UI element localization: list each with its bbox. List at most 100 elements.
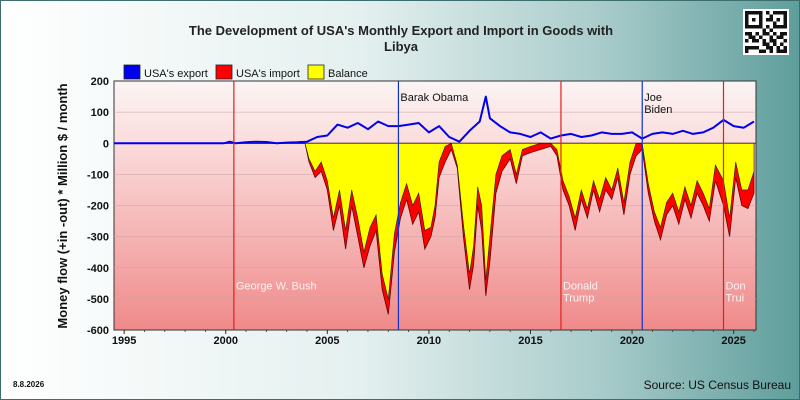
presidency-label: Trui xyxy=(725,293,744,305)
qr-cell xyxy=(783,14,787,18)
qr-cell xyxy=(759,11,763,15)
qr-cell xyxy=(752,25,756,29)
presidency-label: Biden xyxy=(644,104,672,116)
legend-swatch-import xyxy=(215,64,233,80)
qr-cell xyxy=(766,42,770,46)
y-tick-label: -100 xyxy=(87,169,109,181)
qr-cell xyxy=(748,25,752,29)
qr-cell xyxy=(745,25,749,29)
qr-cell xyxy=(769,35,773,39)
y-tick-label: -400 xyxy=(87,263,109,275)
qr-cell xyxy=(762,28,766,32)
qr-cell xyxy=(769,49,773,53)
qr-cell xyxy=(745,49,749,53)
y-axis-label: Money flow (+in -out) * Million $ / mont… xyxy=(55,83,70,328)
legend: USA's export USA's import Balance xyxy=(123,64,368,80)
legend-label-balance: Balance xyxy=(328,68,368,80)
qr-cell xyxy=(780,11,784,15)
qr-cell xyxy=(755,25,759,29)
y-tick-label: -200 xyxy=(87,201,109,213)
series-export-line xyxy=(114,95,755,145)
qr-cell xyxy=(762,39,766,43)
y-tick-label: 200 xyxy=(91,76,109,88)
qr-cell xyxy=(773,25,777,29)
qr-cell xyxy=(745,39,749,43)
qr-cell xyxy=(776,11,780,15)
series-balance-area xyxy=(114,142,755,299)
qr-cell xyxy=(748,11,752,15)
qr-cell xyxy=(752,35,756,39)
presidency-label: Trump xyxy=(563,293,594,305)
series-import-area xyxy=(114,142,755,315)
qr-cell xyxy=(759,14,763,18)
qr-cell xyxy=(776,25,780,29)
presidency-label: Barak Obama xyxy=(400,92,469,104)
x-axis-ticks: 1995 2000 2005 2010 2015 2020 2025 xyxy=(112,330,755,347)
qr-cell xyxy=(748,35,752,39)
x-tick-label: 2000 xyxy=(213,335,237,347)
qr-cell xyxy=(759,21,763,25)
qr-cell xyxy=(776,35,780,39)
qr-cell xyxy=(769,18,773,22)
qr-cell xyxy=(783,39,787,43)
qr-cell xyxy=(752,39,756,43)
presidency-label: George W. Bush xyxy=(236,281,317,293)
qr-cell xyxy=(759,25,763,29)
qr-code-icon xyxy=(743,9,789,55)
qr-cell xyxy=(752,46,756,50)
qr-cell xyxy=(755,39,759,43)
qr-cell xyxy=(780,32,784,36)
qr-cell xyxy=(780,42,784,46)
y-tick-label: -600 xyxy=(87,325,109,337)
data-areas xyxy=(114,95,755,315)
qr-cell xyxy=(773,39,777,43)
qr-cell xyxy=(745,46,749,50)
qr-cell xyxy=(783,49,787,53)
qr-cell xyxy=(759,18,763,22)
qr-cell xyxy=(745,14,749,18)
qr-cell xyxy=(748,32,752,36)
legend-label-import: USA's import xyxy=(236,68,300,80)
y-tick-label: 0 xyxy=(103,138,109,150)
qr-cell xyxy=(776,18,780,22)
source-credit: Source: US Census Bureau xyxy=(644,378,791,392)
qr-cell xyxy=(783,25,787,29)
qr-cell xyxy=(783,21,787,25)
qr-cell xyxy=(766,11,770,15)
qr-cell xyxy=(748,46,752,50)
qr-cell xyxy=(780,35,784,39)
x-tick-label: 2005 xyxy=(315,335,339,347)
qr-cell xyxy=(766,25,770,29)
legend-swatch-balance xyxy=(307,64,325,80)
qr-cell xyxy=(780,25,784,29)
date-stamp: 8.8.2026 xyxy=(13,380,45,389)
x-tick-label: 1995 xyxy=(112,335,136,347)
qr-cell xyxy=(745,11,749,15)
qr-cell xyxy=(773,11,777,15)
x-tick-label: 2025 xyxy=(721,335,745,347)
presidency-label: Donald xyxy=(563,281,598,293)
qr-cell xyxy=(755,32,759,36)
qr-cell xyxy=(783,18,787,22)
y-axis-ticks: 200 100 0 -100 -200 -300 -400 -500 -600 xyxy=(87,76,109,337)
qr-cell xyxy=(745,21,749,25)
qr-cell xyxy=(766,46,770,50)
qr-cell xyxy=(762,42,766,46)
qr-cell xyxy=(759,35,763,39)
qr-cell xyxy=(780,49,784,53)
qr-cell xyxy=(783,32,787,36)
qr-cell xyxy=(773,42,777,46)
chart-title-line1: The Development of USA's Monthly Export … xyxy=(189,23,613,38)
qr-cell xyxy=(769,46,773,50)
qr-cell xyxy=(776,46,780,50)
qr-cell xyxy=(766,18,770,22)
legend-label-export: USA's export xyxy=(144,68,208,80)
qr-cell xyxy=(773,32,777,36)
qr-cell xyxy=(769,14,773,18)
qr-cell xyxy=(766,32,770,36)
qr-cell xyxy=(762,32,766,36)
y-tick-label: -300 xyxy=(87,232,109,244)
